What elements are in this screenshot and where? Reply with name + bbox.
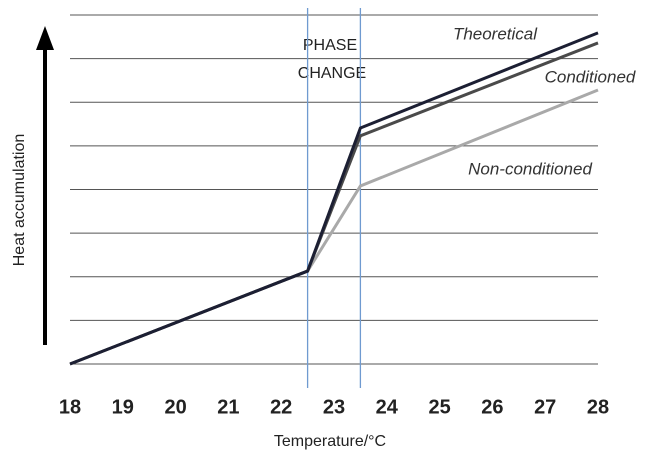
- x-tick-label: 21: [217, 396, 239, 418]
- x-tick-label: 20: [164, 396, 186, 418]
- series-label: Theoretical: [453, 24, 538, 43]
- y-arrow-head: [36, 26, 54, 50]
- x-tick-label: 18: [59, 396, 81, 418]
- annotation: CHANGE: [298, 65, 366, 82]
- x-tick-label: 27: [534, 396, 556, 418]
- series-label: Conditioned: [545, 67, 636, 86]
- x-tick-label: 24: [376, 396, 399, 418]
- x-tick-label: 23: [323, 396, 345, 418]
- series-label: Non-conditioned: [468, 159, 592, 178]
- annotation: PHASE: [303, 37, 357, 54]
- x-tick-label: 28: [587, 396, 609, 418]
- x-tick-label: 19: [112, 396, 134, 418]
- x-tick-label: 25: [428, 396, 450, 418]
- series-line: [69, 31, 599, 366]
- x-axis-label: Temperature/°C: [274, 433, 386, 450]
- x-tick-label: 26: [481, 396, 503, 418]
- y-axis-label: Heat accumulation: [11, 134, 28, 267]
- x-tick-label: 22: [270, 396, 292, 418]
- series-line: [69, 88, 599, 366]
